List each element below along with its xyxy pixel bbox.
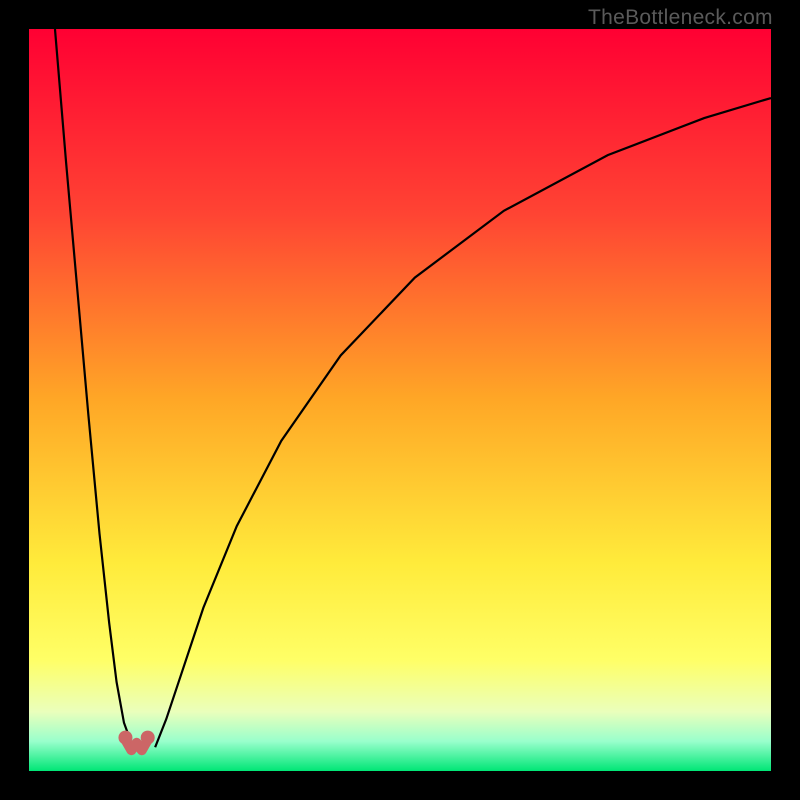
valley-dot-0 (118, 731, 132, 745)
curve-right-branch (155, 98, 771, 747)
chart-container: TheBottleneck.com (0, 0, 800, 800)
watermark-text: TheBottleneck.com (588, 6, 773, 30)
bottleneck-curve (0, 0, 800, 800)
valley-dot-1 (141, 731, 155, 745)
curve-left-branch (55, 29, 133, 747)
